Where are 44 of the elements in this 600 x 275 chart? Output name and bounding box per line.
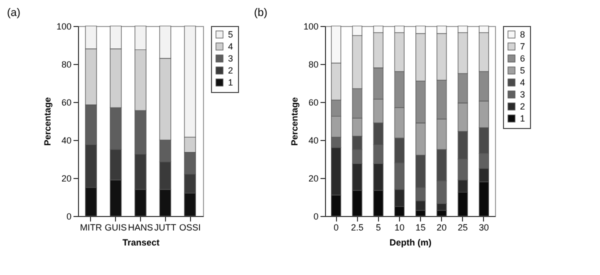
- legend-label: 2: [228, 66, 234, 76]
- legend-label: 3: [520, 90, 526, 100]
- x-tick-label: 15: [416, 222, 426, 232]
- y-tick-label: 20: [61, 174, 72, 184]
- legend-label: 6: [520, 54, 526, 64]
- y-tick-label: 100: [56, 22, 72, 32]
- legend-label: 4: [520, 78, 526, 88]
- x-tick-label: GUIS: [104, 222, 127, 232]
- legend-label: 1: [520, 114, 526, 124]
- legend-label: 2: [520, 102, 526, 112]
- x-tick-label: MITR: [80, 222, 102, 232]
- x-axis-title: Depth (m): [390, 238, 432, 248]
- x-tick-label: 20: [436, 222, 447, 232]
- y-tick-label: 80: [308, 60, 318, 70]
- y-tick-label: 40: [61, 136, 72, 146]
- y-tick-label: 80: [61, 60, 72, 70]
- legend-label: 4: [228, 42, 234, 52]
- legend-label: 8: [520, 30, 526, 40]
- x-tick-label: 5: [376, 222, 381, 232]
- y-tick-label: 0: [66, 212, 72, 222]
- y-tick-label: 60: [308, 98, 318, 108]
- y-axis-title: Percentage: [289, 97, 300, 146]
- x-tick-label: JUTT: [154, 222, 177, 232]
- y-axis-title: Percentage: [42, 97, 52, 146]
- legend-label: 3: [228, 54, 234, 64]
- chart-title: (a): [6, 7, 20, 19]
- y-tick-label: 40: [308, 136, 318, 146]
- x-tick-label: 30: [478, 222, 489, 232]
- legend-label: 1: [228, 78, 234, 88]
- x-axis-title: Transect: [122, 238, 160, 248]
- x-tick-label: 0: [334, 222, 339, 232]
- y-tick-label: 20: [308, 174, 318, 184]
- x-tick-label: 2.5: [350, 222, 364, 232]
- x-tick-label: OSSI: [179, 222, 201, 232]
- y-tick-label: 60: [61, 98, 72, 108]
- y-tick-label: 100: [303, 22, 318, 32]
- legend-label: 7: [520, 42, 526, 52]
- x-tick-label: 25: [458, 222, 468, 232]
- legend-label: 5: [228, 30, 234, 40]
- chart-title: (b): [254, 7, 268, 19]
- x-tick-label: 10: [394, 222, 404, 232]
- legend-label: 5: [520, 66, 526, 76]
- x-tick-label: HANS: [128, 222, 154, 232]
- y-tick-label: 0: [313, 212, 318, 222]
